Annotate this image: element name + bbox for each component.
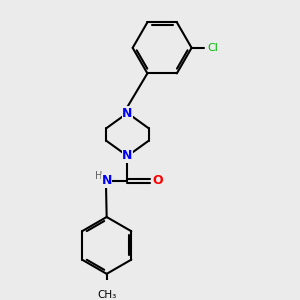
Text: Cl: Cl	[207, 43, 218, 53]
Text: N: N	[101, 175, 112, 188]
Text: N: N	[122, 149, 133, 163]
Text: O: O	[152, 175, 163, 188]
Text: CH₃: CH₃	[97, 290, 116, 300]
Text: N: N	[122, 106, 133, 119]
Text: H: H	[95, 171, 102, 181]
